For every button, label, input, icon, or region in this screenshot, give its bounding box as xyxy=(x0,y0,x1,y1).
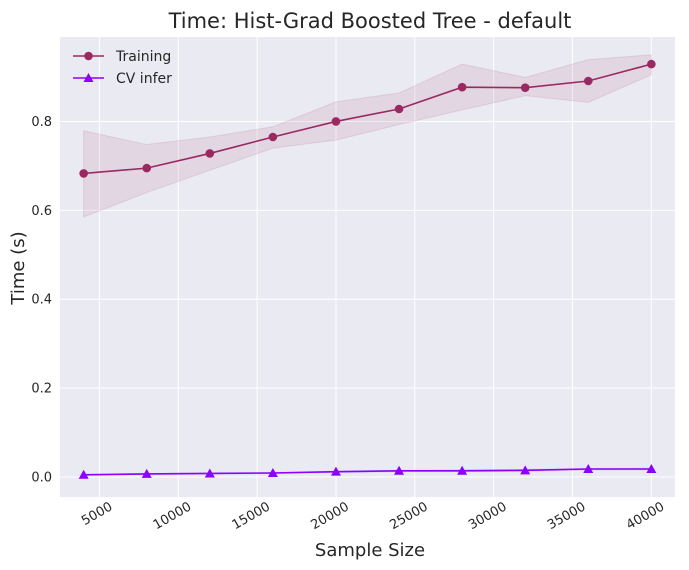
x-tick-label: 35000 xyxy=(545,499,588,533)
x-tick-labels: 5000 10000 15000 20000 25000 30000 35000 40000 xyxy=(79,499,667,533)
training-point xyxy=(583,76,593,86)
legend: Training CV infer xyxy=(73,49,172,87)
training-point xyxy=(268,132,278,142)
y-tick-label: 0.2 xyxy=(31,382,52,397)
training-point xyxy=(394,104,404,114)
x-tick-label: 25000 xyxy=(387,499,430,533)
cv-infer-point xyxy=(646,464,657,473)
training-point xyxy=(457,82,467,92)
legend-marker xyxy=(83,73,94,82)
cv-infer-point xyxy=(204,468,215,478)
legend-item-training: Training xyxy=(73,49,171,65)
x-tick-label: 20000 xyxy=(308,499,351,533)
grid xyxy=(60,37,675,497)
y-axis-label: Time (s) xyxy=(8,231,29,305)
cv-infer-point xyxy=(267,468,278,477)
x-tick-label: 40000 xyxy=(624,499,667,533)
training-band xyxy=(83,54,652,218)
cv-infer-point xyxy=(141,468,152,478)
cv-infer-point xyxy=(330,466,341,476)
cv-infer-point xyxy=(457,465,468,475)
training-point xyxy=(142,163,152,173)
training-point xyxy=(205,149,215,158)
x-tick-label: 5000 xyxy=(79,499,115,529)
y-tick-label: 0.0 xyxy=(31,471,52,486)
cv-infer-point xyxy=(78,469,89,479)
training-point xyxy=(79,169,88,178)
cv-infer-point xyxy=(583,464,594,473)
y-tick-label: 0.8 xyxy=(31,115,52,130)
x-tick-label: 15000 xyxy=(230,499,273,533)
x-axis-label: Sample Size xyxy=(315,540,425,561)
training-point xyxy=(520,83,530,92)
cv-infer-line xyxy=(83,468,652,476)
legend-marker xyxy=(84,51,93,61)
series-markers xyxy=(78,59,657,479)
training-point xyxy=(647,59,656,69)
y-tick-label: 0.6 xyxy=(31,204,52,219)
chart-title: Time: Hist-Grad Boosted Tree - default xyxy=(168,9,572,33)
cv-infer-point xyxy=(394,465,405,475)
x-tick-label: 30000 xyxy=(466,499,509,533)
training-point xyxy=(331,117,341,126)
legend-item-cv-infer: CV infer xyxy=(73,71,172,87)
y-tick-labels: 0.0 0.2 0.4 0.6 0.8 xyxy=(31,115,52,486)
series-lines xyxy=(83,63,652,476)
x-tick-label: 10000 xyxy=(151,499,194,533)
cv-infer-point xyxy=(520,465,531,475)
legend-label: Training xyxy=(115,49,171,65)
y-tick-label: 0.4 xyxy=(31,293,52,308)
training-line xyxy=(83,63,652,175)
legend-label: CV infer xyxy=(116,71,172,87)
